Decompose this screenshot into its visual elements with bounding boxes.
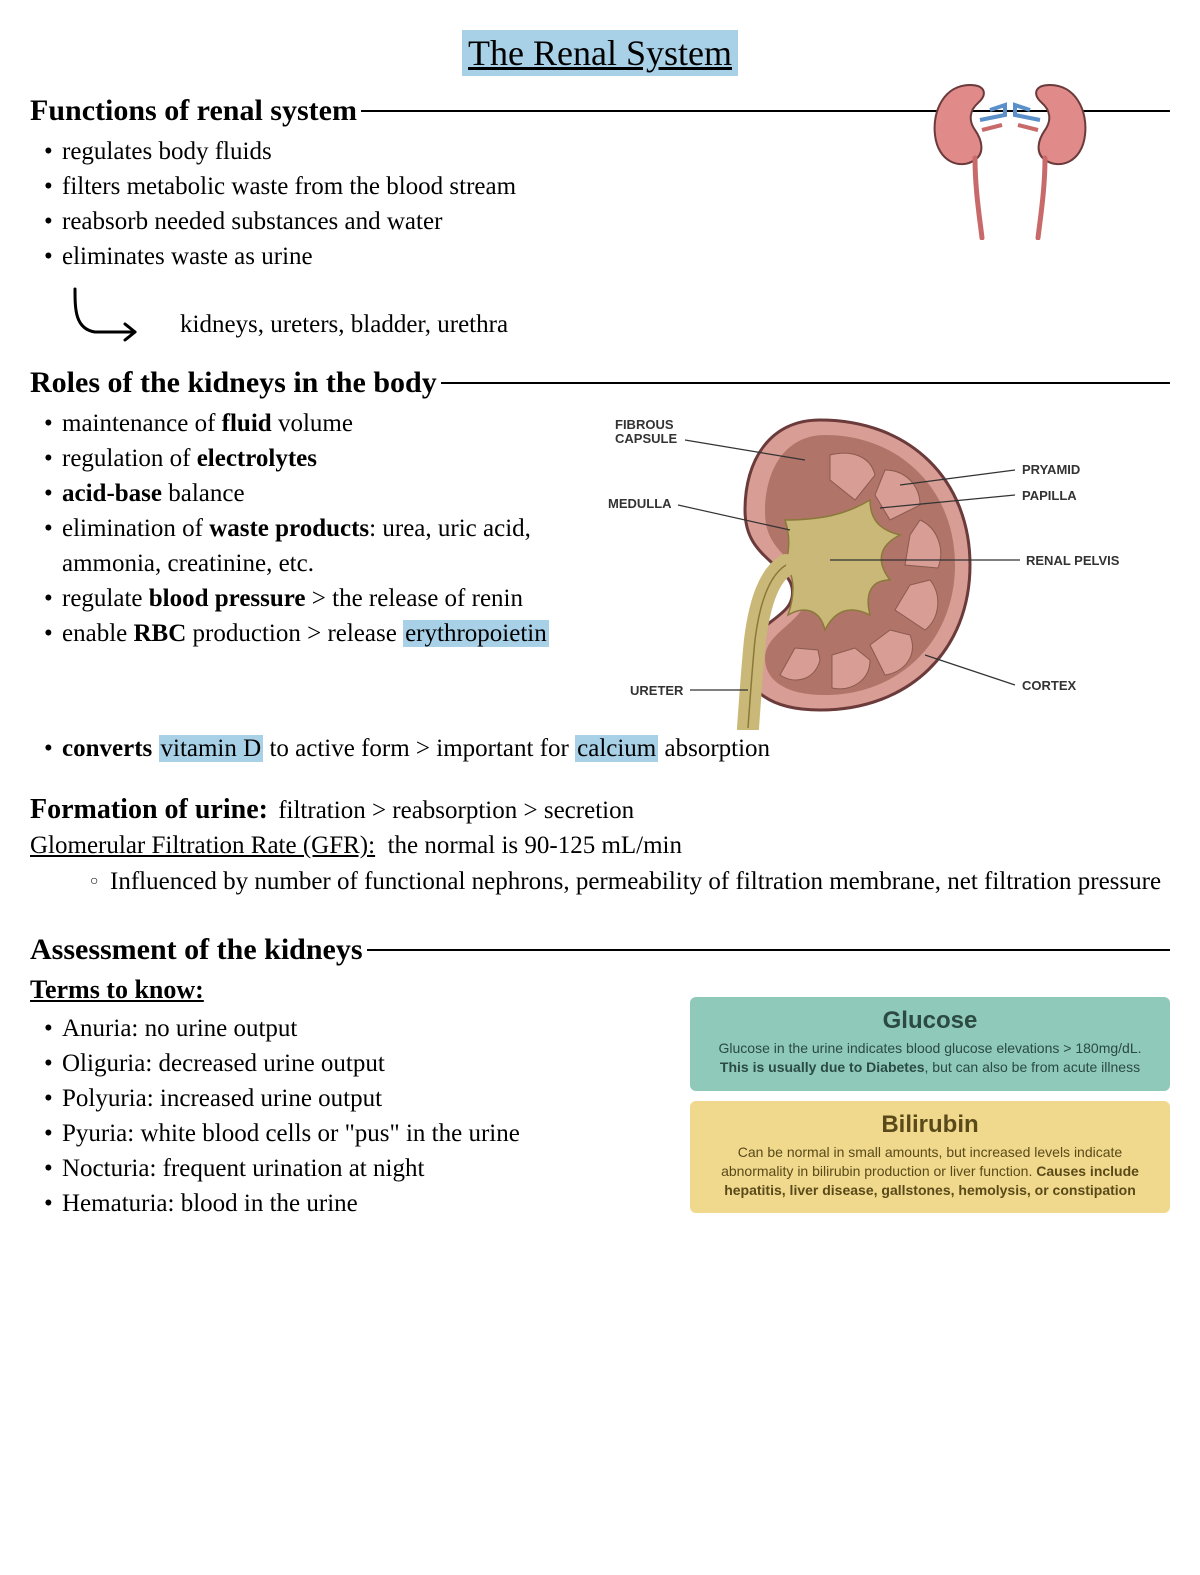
label-papilla: PAPILLA — [1022, 488, 1077, 503]
list-item: Anuria: no urine output — [44, 1011, 670, 1046]
label-cortex: CORTEX — [1022, 678, 1076, 693]
assessment-heading: Assessment of the kidneys — [30, 933, 363, 967]
bilirubin-body: Can be normal in small amounts, but incr… — [708, 1143, 1152, 1200]
label-pyramid: PRYAMID — [1022, 462, 1080, 477]
list-item: Nocturia: frequent urination at night — [44, 1151, 670, 1186]
list-item: acid-base balance — [44, 476, 550, 511]
list-item: eliminates waste as urine — [44, 239, 1170, 274]
glucose-body: Glucose in the urine indicates blood glu… — [708, 1039, 1152, 1077]
label-renal-pelvis: RENAL PELVIS — [1026, 553, 1119, 568]
arrow-note-text: kidneys, ureters, bladder, urethra — [180, 311, 508, 339]
list-item: maintenance of fluid volume — [44, 406, 550, 441]
gfr-value: the normal is 90-125 mL/min — [381, 832, 682, 859]
page-title: The Renal System — [462, 30, 738, 76]
bilirubin-title: Bilirubin — [708, 1111, 1152, 1139]
roles-list: maintenance of fluid volume regulation o… — [30, 406, 550, 651]
list-item: regulates body fluids — [44, 134, 1170, 169]
functions-list: regulates body fluids filters metabolic … — [30, 134, 1170, 274]
rule — [367, 949, 1170, 951]
glucose-title: Glucose — [708, 1007, 1152, 1035]
bilirubin-card: Bilirubin Can be normal in small amounts… — [690, 1101, 1170, 1214]
glucose-card: Glucose Glucose in the urine indicates b… — [690, 997, 1170, 1091]
terms-list: Anuria: no urine output Oliguria: decrea… — [30, 1011, 670, 1221]
formation-heading: Formation of urine: — [30, 794, 268, 825]
list-item: enable RBC production > release erythrop… — [44, 616, 550, 651]
gfr-label: Glomerular Filtration Rate (GFR): — [30, 832, 375, 859]
list-item: converts vitamin D to active form > impo… — [44, 731, 1170, 766]
label-medulla: MEDULLA — [608, 496, 672, 511]
roles-list-cont: converts vitamin D to active form > impo… — [30, 731, 1170, 766]
list-item: Hematuria: blood in the urine — [44, 1186, 670, 1221]
gfr-influenced: Influenced by number of functional nephr… — [90, 864, 1170, 899]
functions-heading: Functions of renal system — [30, 94, 357, 128]
terms-heading: Terms to know: — [30, 975, 670, 1005]
list-item: Pyuria: white blood cells or "pus" in th… — [44, 1116, 670, 1151]
formation-steps: filtration > reabsorption > secretion — [272, 797, 634, 824]
list-item: regulation of electrolytes — [44, 441, 550, 476]
list-item: Oliguria: decreased urine output — [44, 1046, 670, 1081]
label-ureter: URETER — [630, 683, 683, 698]
kidney-cross-section-diagram: FIBROUS CAPSULE MEDULLA URETER PRYAMID P… — [570, 400, 1090, 735]
list-item: regulate blood pressure > the release of… — [44, 581, 550, 616]
rule — [441, 382, 1170, 384]
list-item: elimination of waste products: urea, uri… — [44, 511, 550, 581]
list-item: reabsorb needed substances and water — [44, 204, 1170, 239]
label-fibrous-capsule: FIBROUS CAPSULE — [615, 418, 685, 447]
list-item: Polyuria: increased urine output — [44, 1081, 670, 1116]
list-item: filters metabolic waste from the blood s… — [44, 169, 1170, 204]
curved-arrow-icon — [60, 284, 150, 344]
roles-heading: Roles of the kidneys in the body — [30, 366, 437, 400]
